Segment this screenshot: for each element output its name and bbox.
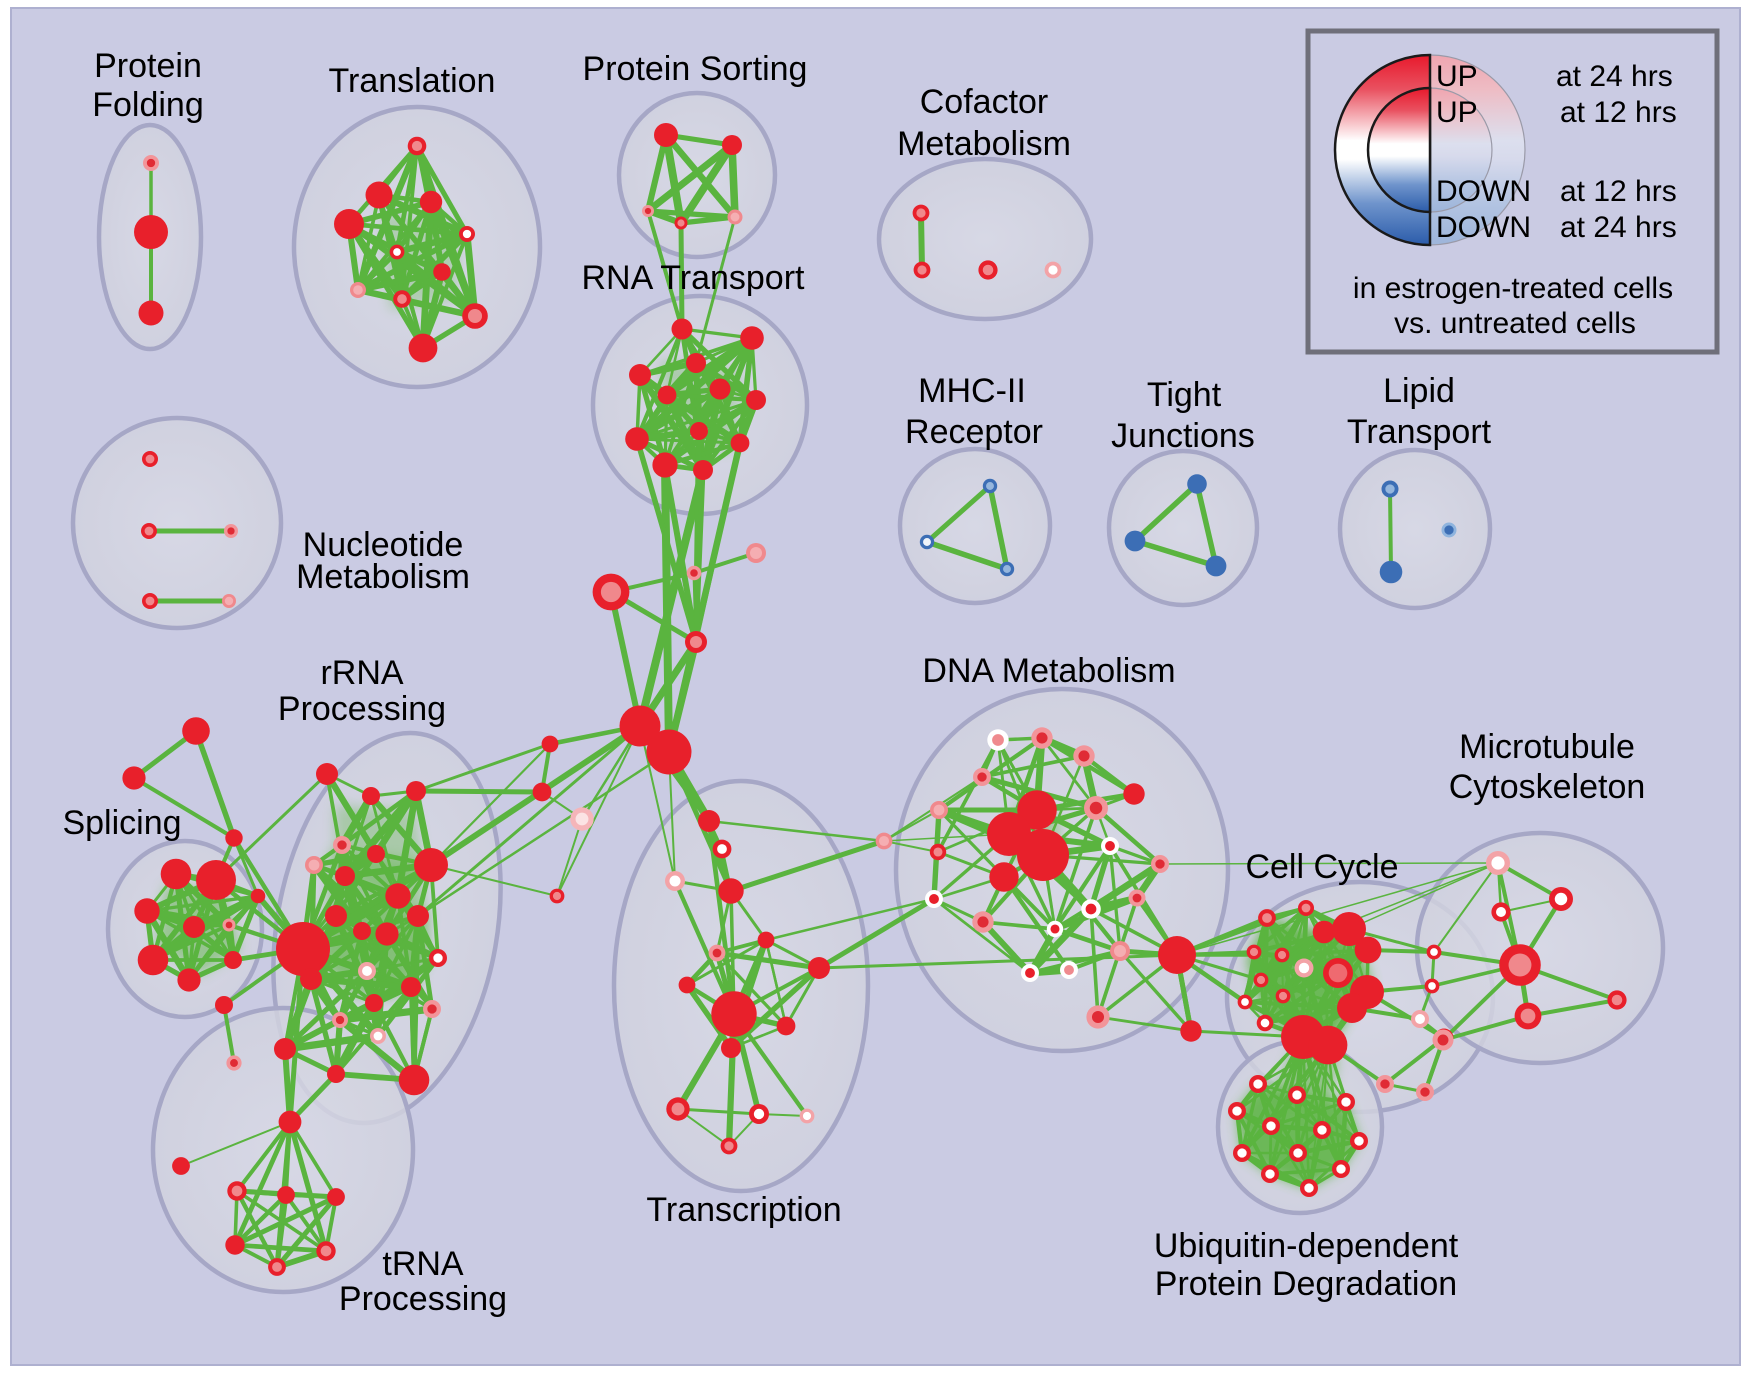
svg-text:Translation: Translation xyxy=(329,62,496,100)
svg-text:Folding: Folding xyxy=(92,86,204,124)
svg-text:at 12 hrs: at 12 hrs xyxy=(1560,96,1677,129)
svg-text:Processing: Processing xyxy=(339,1280,507,1318)
svg-text:Protein Degradation: Protein Degradation xyxy=(1155,1265,1457,1303)
svg-text:at 24 hrs: at 24 hrs xyxy=(1556,60,1673,93)
svg-text:Processing: Processing xyxy=(278,690,446,728)
svg-text:Lipid: Lipid xyxy=(1383,372,1455,410)
svg-text:Cytoskeleton: Cytoskeleton xyxy=(1449,768,1646,806)
svg-text:vs. untreated cells: vs. untreated cells xyxy=(1394,307,1636,340)
svg-text:MHC-II: MHC-II xyxy=(918,372,1026,410)
svg-text:UP: UP xyxy=(1436,96,1478,129)
svg-text:DOWN: DOWN xyxy=(1436,211,1531,244)
svg-text:RNA Transport: RNA Transport xyxy=(582,259,806,297)
svg-text:Nucleotide: Nucleotide xyxy=(303,526,464,564)
svg-text:rRNA: rRNA xyxy=(320,654,403,692)
svg-text:at 12 hrs: at 12 hrs xyxy=(1560,175,1677,208)
svg-text:tRNA: tRNA xyxy=(382,1245,464,1283)
svg-text:Ubiquitin-dependent: Ubiquitin-dependent xyxy=(1154,1227,1459,1265)
svg-text:Transcription: Transcription xyxy=(646,1191,841,1229)
svg-text:in estrogen-treated cells: in estrogen-treated cells xyxy=(1353,272,1673,305)
svg-text:at 24 hrs: at 24 hrs xyxy=(1560,211,1677,244)
svg-text:Cofactor: Cofactor xyxy=(920,83,1049,121)
svg-text:UP: UP xyxy=(1436,60,1478,93)
svg-text:Protein: Protein xyxy=(94,47,202,85)
svg-text:Protein Sorting: Protein Sorting xyxy=(583,50,808,88)
svg-text:Junctions: Junctions xyxy=(1111,417,1255,455)
svg-text:Transport: Transport xyxy=(1347,413,1492,451)
svg-text:Microtubule: Microtubule xyxy=(1459,728,1635,766)
svg-text:Splicing: Splicing xyxy=(62,804,181,842)
svg-text:DNA Metabolism: DNA Metabolism xyxy=(922,652,1175,690)
svg-text:Metabolism: Metabolism xyxy=(296,558,470,596)
svg-text:Tight: Tight xyxy=(1147,376,1222,414)
svg-text:Cell Cycle: Cell Cycle xyxy=(1245,848,1398,886)
svg-text:DOWN: DOWN xyxy=(1436,175,1531,208)
svg-text:Receptor: Receptor xyxy=(905,413,1043,451)
svg-text:Metabolism: Metabolism xyxy=(897,125,1071,163)
